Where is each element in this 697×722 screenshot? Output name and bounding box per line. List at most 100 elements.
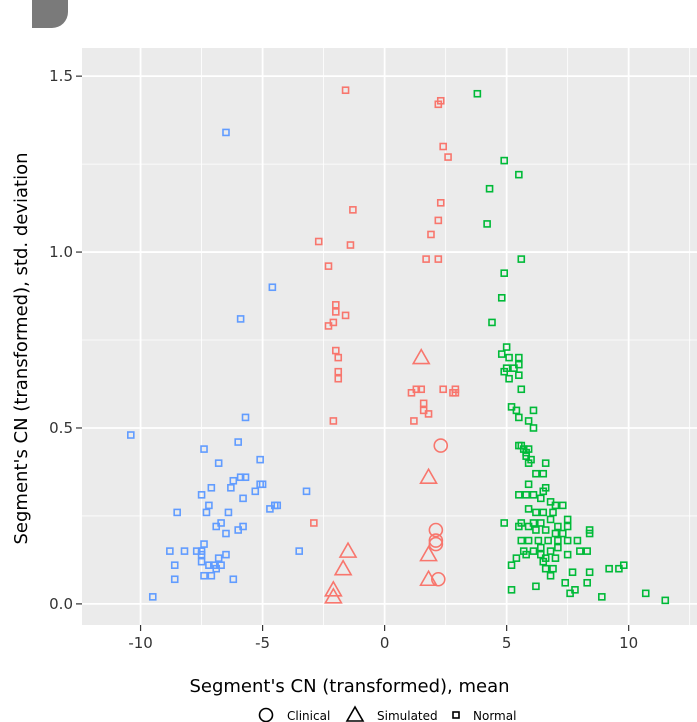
point-blue-square	[197, 557, 206, 566]
point-blue-square	[207, 483, 216, 492]
point-green-square	[497, 350, 506, 358]
point-red-triangle	[411, 347, 431, 365]
point-green-square	[554, 543, 562, 552]
x-tick-label: -10	[128, 634, 153, 652]
grid-major	[82, 48, 697, 625]
point-blue-square	[295, 547, 304, 555]
point-red-square	[436, 199, 445, 207]
point-green-square	[541, 564, 550, 573]
legend-label: Clinical	[287, 709, 330, 722]
point-blue-square	[224, 508, 233, 517]
point-green-square	[576, 547, 584, 555]
point-green-square	[529, 519, 538, 527]
point-red-square	[417, 385, 426, 394]
point-green-square	[583, 547, 591, 555]
point-blue-square	[170, 575, 179, 584]
point-green-square	[524, 459, 533, 467]
point-green-square	[539, 469, 548, 478]
point-green-square	[568, 568, 577, 577]
legend: Clinical Simulated Normal	[258, 705, 516, 722]
point-green-square	[483, 220, 491, 228]
point-green-square	[502, 343, 511, 351]
point-green-square	[585, 529, 594, 538]
point-red-square	[422, 255, 430, 263]
point-red-square	[332, 308, 340, 316]
point-red-square	[329, 417, 338, 425]
point-red-triangle	[419, 545, 438, 562]
point-green-square	[515, 353, 523, 362]
point-green-square	[566, 589, 574, 598]
point-red-circle	[431, 571, 446, 587]
point-green-square	[563, 522, 572, 531]
point-blue-square	[173, 508, 181, 517]
point-green-square	[510, 364, 518, 372]
point-blue-square	[222, 128, 230, 137]
x-tick-label: 0	[380, 634, 390, 652]
point-red-triangle	[419, 569, 438, 587]
legend-label: Normal	[473, 709, 516, 722]
point-green-square	[532, 508, 540, 517]
point-green-square	[546, 571, 555, 580]
point-green-square	[539, 508, 548, 517]
point-green-square	[515, 491, 523, 499]
point-red-square	[451, 385, 460, 394]
point-green-square	[505, 353, 513, 362]
point-blue-square	[200, 571, 208, 580]
point-red-square	[332, 346, 340, 355]
point-green-square	[505, 374, 513, 383]
point-green-square	[524, 417, 533, 425]
point-green-square	[515, 371, 523, 380]
point-red-triangle	[323, 580, 343, 597]
point-red-square	[341, 86, 350, 95]
point-red-square	[444, 153, 452, 161]
point-blue-square	[302, 487, 311, 496]
point-red-square	[314, 237, 323, 246]
point-red-square	[439, 142, 447, 151]
point-red-square	[439, 385, 447, 394]
point-green-square	[551, 554, 560, 562]
point-blue-square	[266, 505, 274, 513]
point-green-square	[561, 578, 570, 587]
y-tick-label: 0.5	[49, 419, 73, 437]
point-red-square	[412, 385, 421, 394]
point-green-square	[529, 424, 538, 432]
point-blue-square	[241, 413, 250, 422]
point-red-circle	[428, 536, 444, 552]
x-tick-label: -5	[255, 634, 270, 652]
point-green-square	[512, 406, 521, 415]
y-tick-label: 1.5	[49, 67, 73, 85]
point-green-square	[532, 582, 540, 591]
point-red-square	[434, 255, 443, 263]
point-green-square	[558, 501, 567, 510]
point-blue-square	[212, 522, 221, 531]
point-green-square	[605, 564, 613, 573]
point-blue-square	[212, 564, 221, 573]
point-green-square	[507, 586, 516, 594]
point-green-square	[500, 519, 509, 527]
point-red-circle	[433, 438, 449, 453]
point-red-triangle	[333, 559, 353, 576]
point-green-square	[558, 529, 567, 538]
point-green-square	[517, 536, 526, 545]
point-green-square	[539, 487, 548, 496]
point-red-square	[424, 410, 433, 418]
point-green-square	[549, 508, 557, 517]
point-green-square	[541, 526, 550, 534]
point-blue-square	[273, 501, 282, 510]
point-green-square	[488, 318, 496, 327]
legend-key-circle	[258, 707, 274, 722]
point-green-square	[661, 596, 670, 605]
point-blue-square	[197, 491, 206, 499]
point-green-square	[529, 491, 538, 499]
point-green-square	[500, 367, 509, 376]
point-green-square	[537, 519, 545, 527]
point-blue-square	[227, 483, 235, 492]
point-red-square	[334, 353, 343, 362]
point-green-square	[473, 89, 482, 98]
point-green-square	[546, 515, 555, 524]
point-green-square	[517, 385, 526, 394]
point-green-square	[551, 501, 560, 510]
point-green-square	[583, 578, 591, 587]
point-green-square	[551, 529, 560, 538]
point-red-square	[434, 216, 443, 225]
